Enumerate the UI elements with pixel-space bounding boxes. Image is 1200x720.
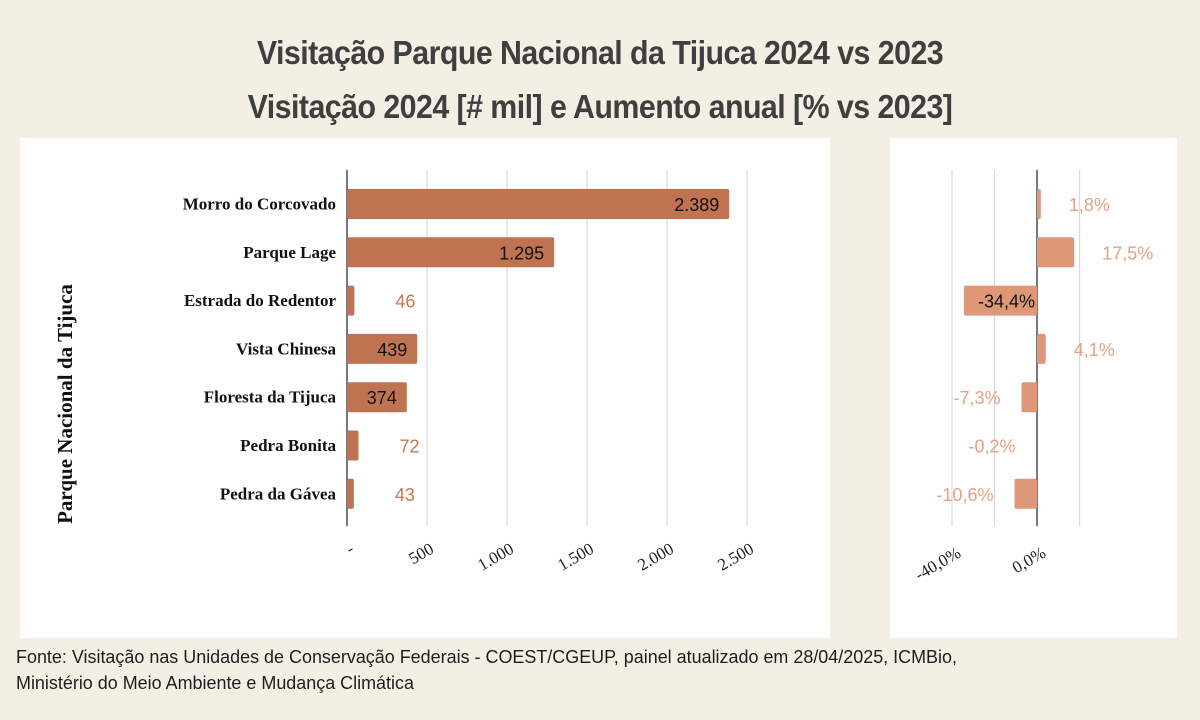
change-value-label: -7,3% [953,388,1000,408]
category-label: Pedra da Gávea [220,484,337,503]
change-value-label: -34,4% [978,292,1035,312]
category-label: Morro do Corcovado [183,195,336,214]
source-footnote: Fonte: Visitação nas Unidades de Conserv… [16,644,1161,696]
category-label: Parque Lage [243,243,336,262]
source-line-1: Fonte: Visitação nas Unidades de Conserv… [16,646,957,667]
category-label: Estrada do Redentor [184,291,337,310]
x-tick-label: 1.500 [554,539,597,575]
x-tick-label: 0,0% [1009,543,1049,577]
y-axis-label: Parque Nacional da Tijuca [53,284,77,524]
category-label: Vista Chinesa [236,339,336,358]
change-value-labels: 1,8% 17,5% -34,4% 4,1% -7,3% -0,2% -10,6% [936,195,1153,505]
visits-value-label: 43 [395,485,415,505]
visits-chart: Morro do Corcovado Parque Lage Estrada do … [53,170,757,575]
source-line-2: Ministério do Meio Ambiente e Mudança Cl… [16,672,414,693]
change-chart-panel: 1,8% 17,5% -34,4% 4,1% -7,3% -0,2% -10,6% -40,… [890,138,1177,638]
change-bar [1037,237,1075,268]
x-tick-label: 2.500 [714,539,757,575]
change-chart: 1,8% 17,5% -34,4% 4,1% -7,3% -0,2% -10,6% -40,… [912,170,1153,584]
visits-bar [347,478,354,509]
visits-bar [347,237,555,268]
change-value-label: -0,2% [969,437,1016,457]
chart-title: Visitação Parque Nacional da Tijuca 2024… [256,34,944,71]
visits-bar [347,382,407,413]
change-bar [1037,189,1041,219]
visits-value-label: 439 [377,340,407,360]
x-tick-label: 500 [405,539,437,568]
visits-x-tick-labels: - 500 1.000 1.500 2.000 2.500 [343,539,757,575]
x-tick-label: 2.000 [634,539,677,575]
change-bars [963,189,1075,509]
chart-subtitle: Visitação 2024 [# mil] e Aumento anual [… [247,88,953,125]
category-labels: Morro do Corcovado Parque Lage Estrada do … [183,195,337,504]
change-value-label: 17,5% [1102,243,1153,263]
change-bar [1021,382,1037,413]
change-bar [1037,333,1046,364]
change-bar [1014,478,1037,509]
visits-bar [347,333,418,364]
visits-value-label: 1.295 [499,243,544,263]
change-x-tick-labels: -40,0% 0,0% [912,543,1049,584]
change-value-label: -10,6% [936,485,993,505]
category-label: Floresta da Tijuca [204,388,337,407]
x-tick-label: 1.000 [474,539,517,575]
change-bar [963,285,1037,316]
visits-bar [347,430,359,461]
visits-chart-panel: Morro do Corcovado Parque Lage Estrada do … [20,138,830,638]
change-value-label: 1,8% [1069,195,1110,215]
visits-value-label: 2.389 [674,195,719,215]
change-value-label: 4,1% [1074,340,1115,360]
visits-value-label: 46 [395,292,415,312]
x-tick-label: -40,0% [912,543,964,584]
visits-value-label: 72 [400,437,420,457]
visits-bars [347,189,730,509]
x-tick-label: - [343,539,358,558]
visits-bar [347,189,730,219]
visits-bar [347,285,355,316]
visits-value-label: 374 [367,388,397,408]
category-label: Pedra Bonita [240,436,336,455]
visits-value-labels: 2.389 1.295 46 439 374 72 43 [367,195,719,505]
change-gridlines [951,170,1081,526]
